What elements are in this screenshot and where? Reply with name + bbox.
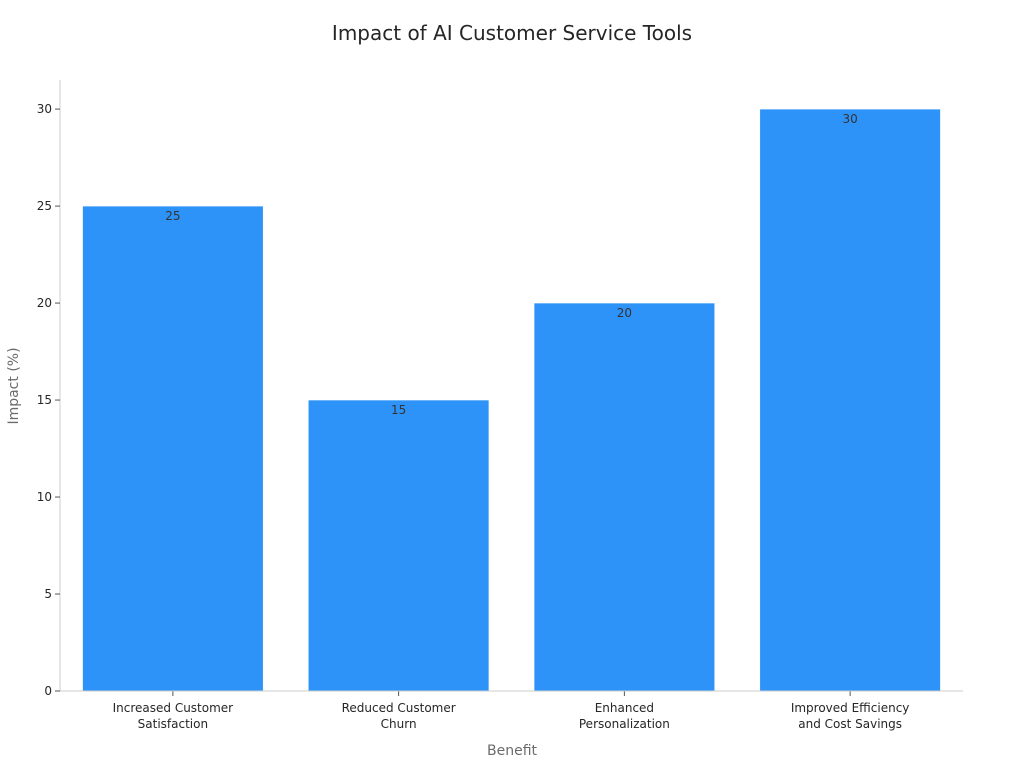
bar-0 <box>82 205 264 692</box>
chart-title: Impact of AI Customer Service Tools <box>332 21 692 45</box>
y-axis-title: Impact (%) <box>6 347 22 424</box>
y-axis: 0 5 10 15 20 25 30 <box>37 80 61 698</box>
y-tick-label-5: 25 <box>37 199 52 213</box>
category-label-3-line-0: Improved Efficiency <box>791 701 910 715</box>
x-axis-title: Benefit <box>487 743 538 759</box>
category-label-2-line-1: Personalization <box>579 717 670 731</box>
category-label-1-line-1: Churn <box>381 717 417 731</box>
bar-3 <box>759 108 941 692</box>
data-label-0: 25 <box>165 209 180 223</box>
y-tick-label-3: 15 <box>37 393 52 407</box>
category-label-0-line-1: Satisfaction <box>138 717 208 731</box>
y-tick-label-6: 30 <box>37 102 52 116</box>
data-label-2: 20 <box>617 306 632 320</box>
data-label-3: 30 <box>842 112 857 126</box>
y-tick-label-4: 20 <box>37 296 52 310</box>
bars-group: 25 15 20 30 <box>82 108 941 692</box>
category-label-2: Enhanced Personalization <box>579 701 670 731</box>
category-label-2-line-0: Enhanced <box>595 701 654 715</box>
category-label-0-line-0: Increased Customer <box>113 701 234 715</box>
bar-1 <box>308 399 490 692</box>
category-label-3-line-1: and Cost Savings <box>798 717 902 731</box>
data-label-1: 15 <box>391 403 406 417</box>
y-tick-label-2: 10 <box>37 490 52 504</box>
bar-2 <box>533 302 715 692</box>
category-label-1-line-0: Reduced Customer <box>342 701 456 715</box>
category-label-1: Reduced Customer Churn <box>342 701 456 731</box>
y-tick-label-1: 5 <box>44 587 52 601</box>
category-label-0: Increased Customer Satisfaction <box>113 701 234 731</box>
x-axis: Increased Customer Satisfaction Reduced Cu… <box>60 690 963 731</box>
y-tick-label-0: 0 <box>44 684 52 698</box>
category-label-3: Improved Efficiency and Cost Savings <box>791 701 910 731</box>
